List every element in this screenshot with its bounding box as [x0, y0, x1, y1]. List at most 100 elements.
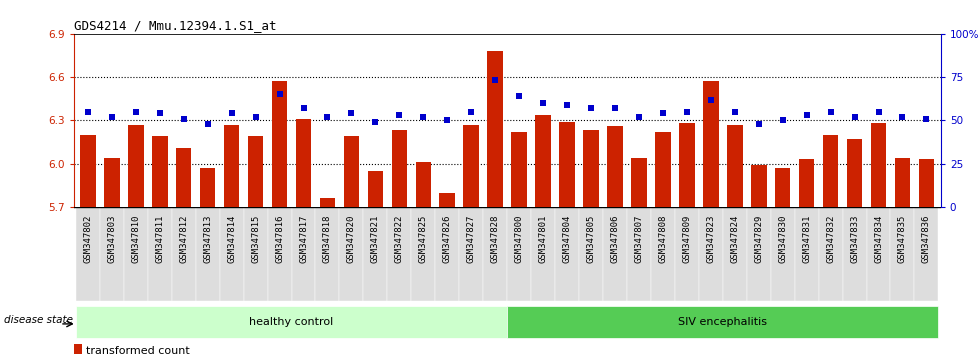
- Bar: [770, 207, 795, 301]
- Point: [439, 118, 455, 123]
- Text: GSM347824: GSM347824: [730, 215, 739, 263]
- Bar: [364, 207, 387, 301]
- Text: GSM347832: GSM347832: [826, 215, 835, 263]
- Bar: [223, 125, 239, 354]
- Text: GSM347813: GSM347813: [203, 215, 212, 263]
- Point: [368, 119, 383, 125]
- Bar: [747, 207, 770, 301]
- Point: [175, 116, 191, 121]
- Bar: [866, 207, 891, 301]
- Bar: [775, 168, 791, 354]
- Text: GSM347806: GSM347806: [611, 215, 619, 263]
- Bar: [823, 135, 838, 354]
- Bar: [555, 207, 579, 301]
- Bar: [368, 171, 383, 354]
- Text: GSM347836: GSM347836: [922, 215, 931, 263]
- Bar: [319, 199, 335, 354]
- Point: [344, 110, 360, 116]
- Bar: [75, 207, 100, 301]
- Text: GSM347823: GSM347823: [707, 215, 715, 263]
- Point: [200, 121, 216, 127]
- Text: GSM347814: GSM347814: [227, 215, 236, 263]
- Bar: [895, 158, 910, 354]
- Text: GSM347808: GSM347808: [659, 215, 667, 263]
- Text: GSM347827: GSM347827: [466, 215, 475, 263]
- Text: GSM347821: GSM347821: [370, 215, 380, 263]
- Bar: [200, 168, 216, 354]
- Bar: [675, 207, 699, 301]
- Bar: [799, 159, 814, 354]
- Point: [271, 92, 287, 97]
- Bar: [412, 207, 435, 301]
- Text: GSM347811: GSM347811: [155, 215, 165, 263]
- Point: [535, 100, 551, 106]
- Text: GSM347805: GSM347805: [586, 215, 596, 263]
- Text: GSM347803: GSM347803: [108, 215, 117, 263]
- Bar: [148, 207, 171, 301]
- Text: GSM347822: GSM347822: [395, 215, 404, 263]
- Bar: [512, 132, 527, 354]
- Point: [799, 112, 814, 118]
- Text: GSM347834: GSM347834: [874, 215, 883, 263]
- Point: [918, 116, 934, 121]
- Text: healthy control: healthy control: [249, 317, 333, 327]
- Text: GSM347804: GSM347804: [563, 215, 571, 263]
- Bar: [75, 306, 508, 338]
- Point: [80, 109, 96, 115]
- Bar: [392, 131, 407, 354]
- Point: [464, 109, 479, 115]
- Bar: [248, 136, 264, 354]
- Bar: [751, 165, 766, 354]
- Point: [608, 105, 623, 111]
- Bar: [339, 207, 364, 301]
- Point: [248, 114, 264, 120]
- Text: GSM347809: GSM347809: [682, 215, 691, 263]
- Bar: [531, 207, 555, 301]
- Bar: [244, 207, 268, 301]
- Bar: [843, 207, 866, 301]
- Bar: [416, 162, 431, 354]
- Bar: [651, 207, 675, 301]
- Point: [128, 109, 144, 115]
- Text: GSM347825: GSM347825: [418, 215, 428, 263]
- Bar: [847, 139, 862, 354]
- Bar: [579, 207, 603, 301]
- Text: GSM347830: GSM347830: [778, 215, 787, 263]
- Bar: [123, 207, 148, 301]
- Point: [487, 78, 503, 83]
- Text: GSM347820: GSM347820: [347, 215, 356, 263]
- Bar: [74, 344, 82, 354]
- Bar: [723, 207, 747, 301]
- Text: GSM347835: GSM347835: [898, 215, 907, 263]
- Point: [223, 110, 239, 116]
- Bar: [176, 148, 191, 354]
- Text: GSM347810: GSM347810: [131, 215, 140, 263]
- Bar: [679, 123, 695, 354]
- Bar: [128, 125, 144, 354]
- Bar: [100, 207, 123, 301]
- Text: GSM347829: GSM347829: [755, 215, 763, 263]
- Bar: [80, 135, 96, 354]
- Text: GSM347818: GSM347818: [323, 215, 332, 263]
- Point: [296, 105, 312, 111]
- Bar: [268, 207, 291, 301]
- Point: [152, 110, 168, 116]
- Point: [655, 110, 670, 116]
- Text: GSM347816: GSM347816: [275, 215, 284, 263]
- Bar: [387, 207, 412, 301]
- Bar: [172, 207, 196, 301]
- Text: GSM347831: GSM347831: [803, 215, 811, 263]
- Bar: [583, 131, 599, 354]
- Bar: [535, 115, 551, 354]
- Bar: [196, 207, 220, 301]
- Bar: [560, 122, 575, 354]
- Text: transformed count: transformed count: [85, 346, 189, 354]
- Bar: [344, 136, 360, 354]
- Point: [391, 112, 407, 118]
- Point: [870, 109, 886, 115]
- Bar: [891, 207, 914, 301]
- Point: [512, 93, 527, 99]
- Bar: [631, 158, 647, 354]
- Bar: [483, 207, 508, 301]
- Bar: [627, 207, 651, 301]
